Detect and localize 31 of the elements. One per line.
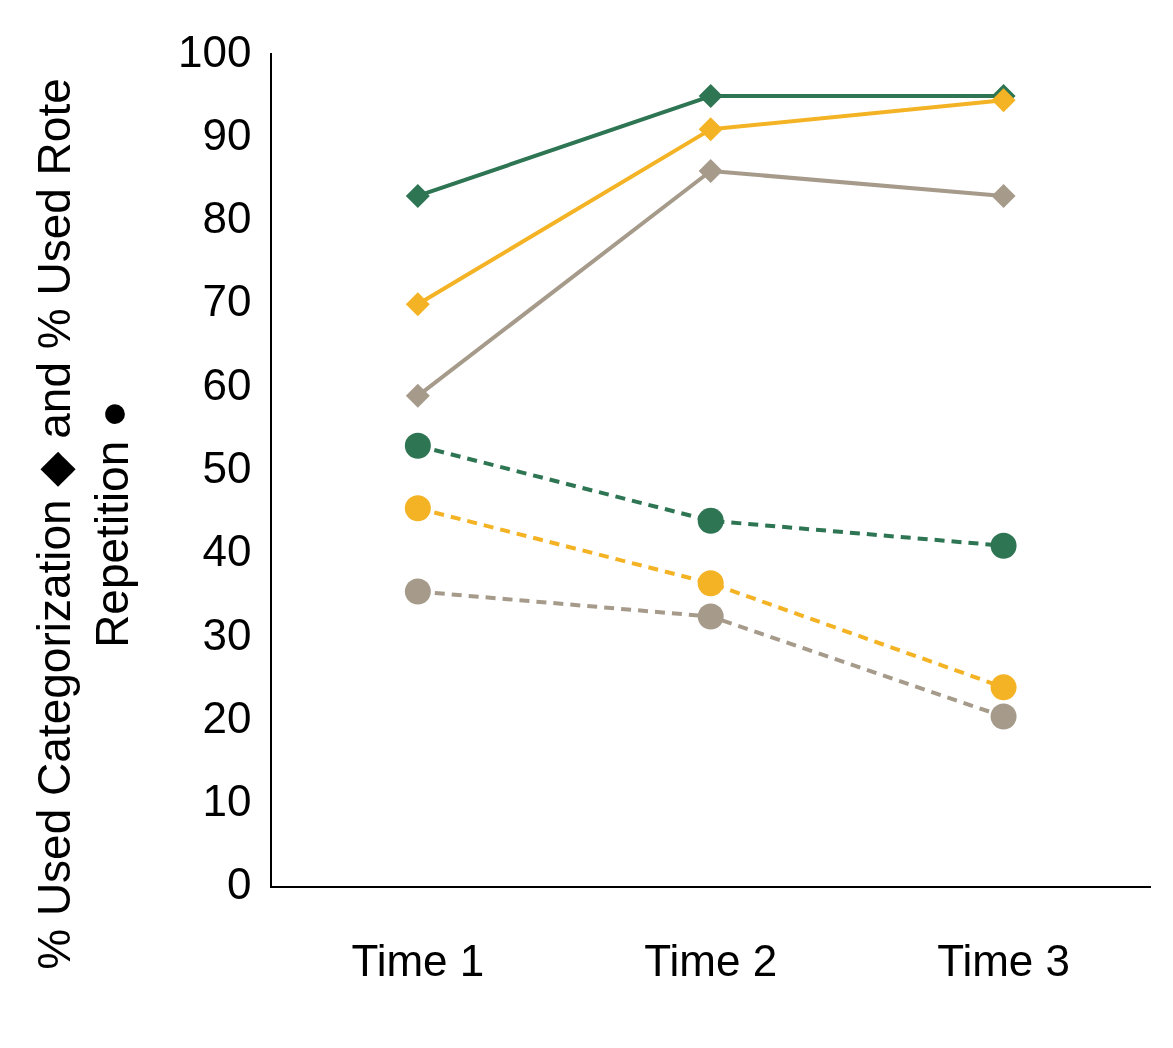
point [405, 292, 430, 317]
y-tick-label: 90 [202, 109, 252, 159]
y-tick-label: 10 [202, 776, 252, 826]
point [991, 183, 1016, 208]
point [405, 383, 430, 408]
x-tick-label: Time 2 [644, 935, 778, 985]
point [698, 84, 723, 109]
point [404, 495, 431, 522]
point [698, 158, 723, 183]
y-tick-label: 100 [177, 26, 252, 76]
point [698, 117, 723, 142]
point [697, 570, 724, 597]
y-tick-label: 30 [202, 609, 252, 659]
point [404, 432, 431, 459]
y-tick-label: 40 [202, 526, 252, 576]
x-tick-label: Time 1 [351, 935, 485, 985]
y-tick-label: 70 [202, 276, 252, 326]
point [697, 507, 724, 534]
y-axis-title: % Used Categorization ◆ and % Used Rote Repetition ● [27, 77, 139, 972]
y-tick-label: 60 [202, 359, 252, 409]
y-tick-label: 0 [226, 859, 252, 909]
point [990, 703, 1017, 730]
y-tick-label: 20 [202, 692, 252, 742]
y-tick-label: 80 [202, 193, 252, 243]
point [990, 674, 1017, 701]
point [404, 578, 431, 605]
point [990, 532, 1017, 559]
point [697, 603, 724, 630]
y-tick-label: 50 [202, 442, 252, 492]
x-tick-label: Time 3 [937, 935, 1070, 985]
point [405, 183, 430, 208]
